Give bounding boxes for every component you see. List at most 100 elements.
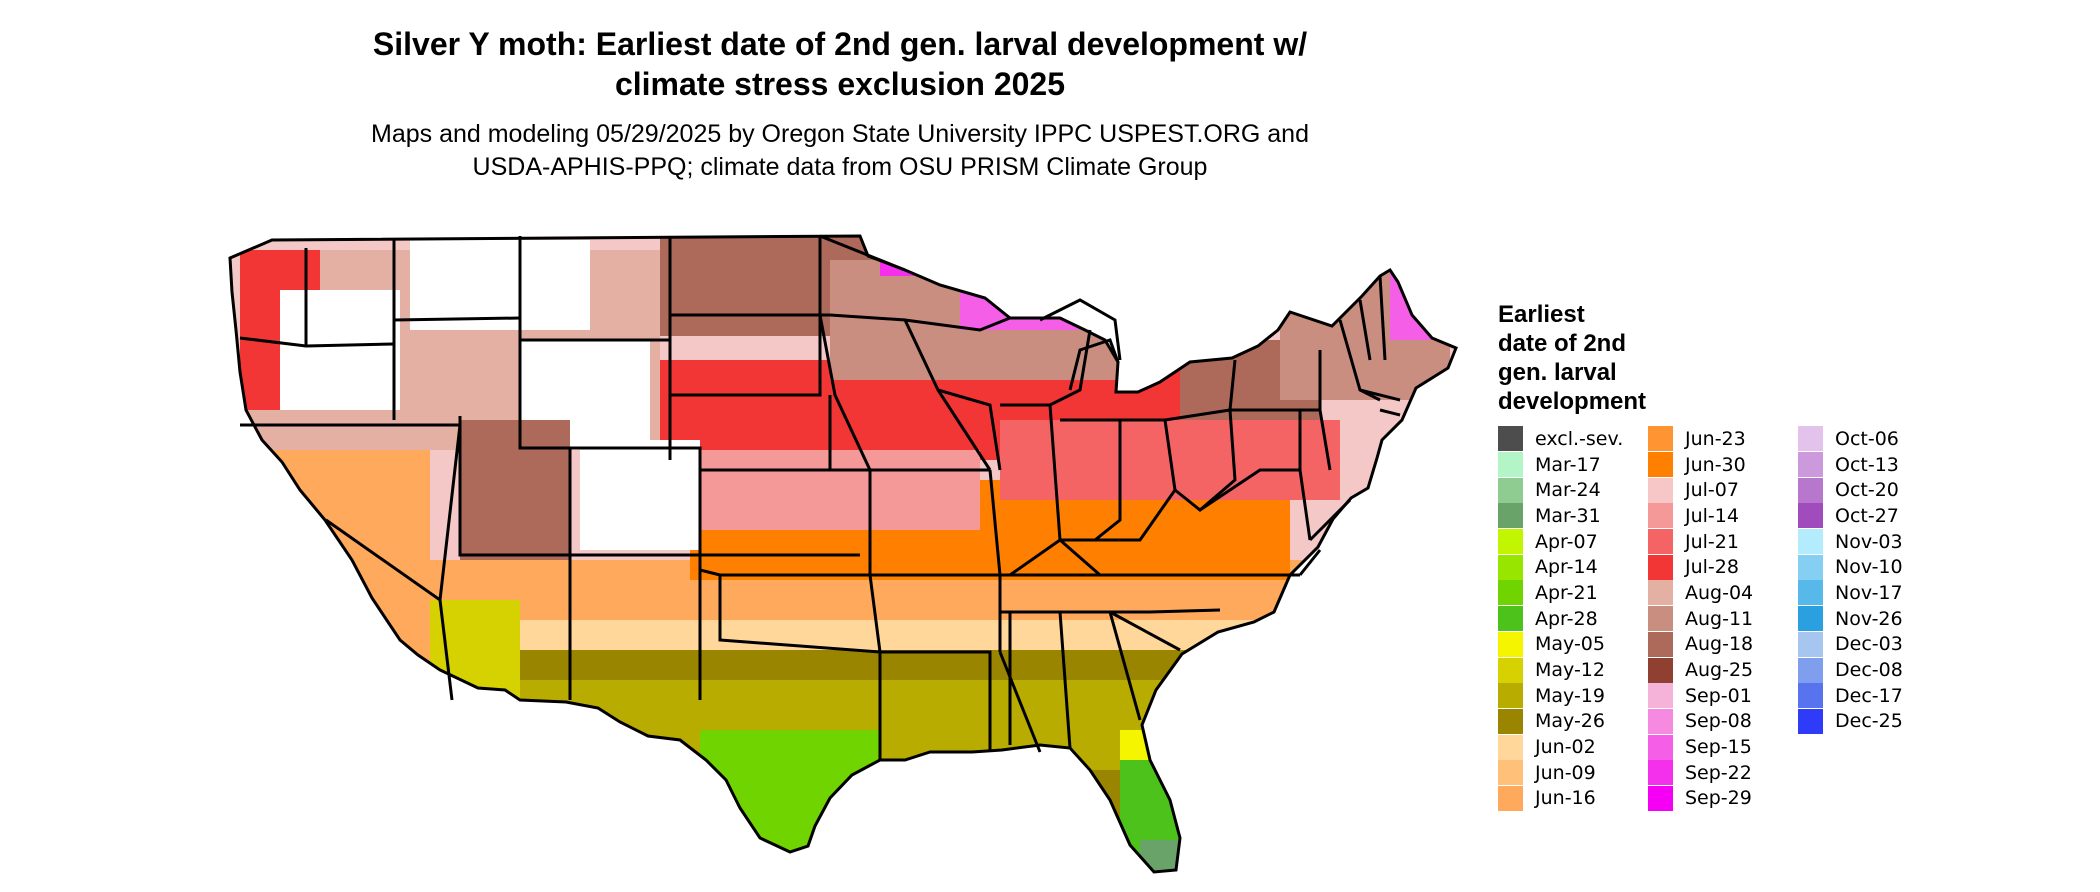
legend-swatch (1498, 503, 1523, 529)
legend-swatch (1648, 529, 1673, 555)
legend-label: Apr-28 (1535, 607, 1598, 630)
legend-item: Jul-28 (1648, 554, 1798, 580)
legend-item: Aug-11 (1648, 606, 1798, 632)
legend-columns: excl.-sev. Mar-17 Mar-24 Mar-31 Apr-07 Apr-14… (1498, 426, 1948, 811)
legend-swatch (1648, 708, 1673, 734)
legend-item: Oct-13 (1798, 452, 1948, 478)
legend-swatch (1648, 580, 1673, 606)
legend-swatch (1648, 452, 1673, 478)
map-fill-layer (230, 236, 1456, 872)
legend-label: May-26 (1535, 710, 1605, 733)
legend-label: excl.-sev. (1535, 427, 1624, 450)
legend-swatch (1498, 708, 1523, 734)
legend-swatch (1798, 477, 1823, 503)
legend-swatch (1498, 580, 1523, 606)
legend-label: Sep-15 (1685, 736, 1752, 759)
legend-swatch (1798, 580, 1823, 606)
legend-label: Sep-22 (1685, 761, 1752, 784)
legend-label: Dec-17 (1835, 684, 1903, 707)
legend-label: Oct-27 (1835, 504, 1899, 527)
legend-label: Jul-14 (1685, 504, 1739, 527)
legend-swatch (1648, 477, 1673, 503)
legend-swatch (1798, 529, 1823, 555)
legend-item: Aug-04 (1648, 580, 1798, 606)
legend-label: Jul-07 (1685, 479, 1739, 502)
map-title-line-1: Silver Y moth: Earliest date of 2nd gen.… (372, 26, 1308, 62)
legend-swatch (1798, 708, 1823, 734)
legend-swatch (1648, 683, 1673, 709)
legend-item: Jul-07 (1648, 477, 1798, 503)
legend-item: Sep-29 (1648, 785, 1798, 812)
legend-item: May-05 (1498, 631, 1648, 658)
legend-label: Sep-29 (1685, 787, 1752, 810)
legend-label: Jun-23 (1685, 427, 1746, 450)
legend-swatch (1798, 631, 1823, 657)
legend-label: Nov-26 (1835, 607, 1903, 630)
legend-label: Nov-03 (1835, 530, 1903, 553)
legend: Earliest date of 2nd gen. larval develop… (1498, 300, 1948, 811)
legend-item: Mar-24 (1498, 477, 1648, 503)
map-subtitle-line-2: USDA-APHIS-PPQ; climate data from OSU PR… (472, 153, 1208, 181)
legend-label: Jun-09 (1535, 761, 1596, 784)
legend-swatch (1798, 503, 1823, 529)
legend-label: Dec-03 (1835, 633, 1903, 656)
legend-item: Sep-15 (1648, 734, 1798, 760)
legend-label: Nov-17 (1835, 581, 1903, 604)
legend-label: Dec-25 (1835, 710, 1903, 733)
legend-label: May-19 (1535, 684, 1605, 707)
legend-label: Aug-18 (1685, 633, 1754, 656)
legend-swatch (1648, 606, 1673, 632)
legend-item: Oct-20 (1798, 477, 1948, 503)
legend-label: Jul-21 (1685, 530, 1739, 553)
legend-swatch (1798, 452, 1823, 478)
legend-label: Apr-07 (1535, 530, 1598, 553)
legend-swatch (1798, 554, 1823, 580)
legend-item: Jun-09 (1498, 760, 1648, 786)
legend-label: Jun-02 (1535, 736, 1596, 759)
legend-item: Jun-23 (1648, 426, 1798, 452)
legend-label: Apr-14 (1535, 556, 1598, 579)
legend-item: Sep-08 (1648, 708, 1798, 735)
legend-label: Jun-30 (1685, 453, 1746, 476)
legend-swatch (1498, 760, 1523, 786)
legend-swatch (1648, 631, 1673, 657)
legend-title: Earliest date of 2nd gen. larval develop… (1498, 301, 1647, 415)
legend-label: May-12 (1535, 659, 1605, 682)
legend-swatch (1498, 785, 1523, 811)
legend-swatch (1498, 452, 1523, 478)
legend-item: Apr-14 (1498, 554, 1648, 580)
legend-swatch (1498, 683, 1523, 709)
title-block: Silver Y moth: Earliest date of 2nd gen.… (300, 24, 1380, 184)
legend-item: Sep-22 (1648, 760, 1798, 786)
legend-item: excl.-sev. (1498, 426, 1648, 452)
legend-label: Dec-08 (1835, 659, 1903, 682)
legend-item: Mar-17 (1498, 452, 1648, 478)
map-subtitle-line-1: Maps and modeling 05/29/2025 by Oregon S… (371, 120, 1309, 148)
legend-swatch (1648, 760, 1673, 786)
legend-label: Apr-21 (1535, 581, 1598, 604)
legend-label: Aug-11 (1685, 607, 1754, 630)
legend-swatch (1798, 657, 1823, 683)
legend-item: Sep-01 (1648, 683, 1798, 709)
legend-swatch (1798, 426, 1823, 452)
legend-item: Jun-16 (1498, 785, 1648, 812)
legend-swatch (1648, 785, 1673, 811)
legend-item: Dec-17 (1798, 683, 1948, 709)
legend-column: Jun-23 Jun-30 Jul-07 Jul-14 Jul-21 Jul-28 Aug-… (1648, 426, 1798, 811)
legend-item: Aug-25 (1648, 657, 1798, 683)
legend-label: Oct-20 (1835, 479, 1899, 502)
legend-swatch (1648, 503, 1673, 529)
legend-item: Apr-07 (1498, 529, 1648, 555)
legend-label: Mar-17 (1535, 453, 1601, 476)
legend-swatch (1498, 631, 1523, 657)
legend-swatch (1648, 657, 1673, 683)
legend-item: Apr-28 (1498, 606, 1648, 632)
legend-swatch (1498, 426, 1523, 452)
legend-item: Jul-14 (1648, 503, 1798, 529)
legend-item: Nov-10 (1798, 554, 1948, 580)
state-boundaries (228, 234, 1458, 874)
legend-column: Oct-06 Oct-13 Oct-20 Oct-27 Nov-03 Nov-10 Nov-… (1798, 426, 1948, 811)
legend-swatch (1498, 657, 1523, 683)
legend-label: Nov-10 (1835, 556, 1903, 579)
